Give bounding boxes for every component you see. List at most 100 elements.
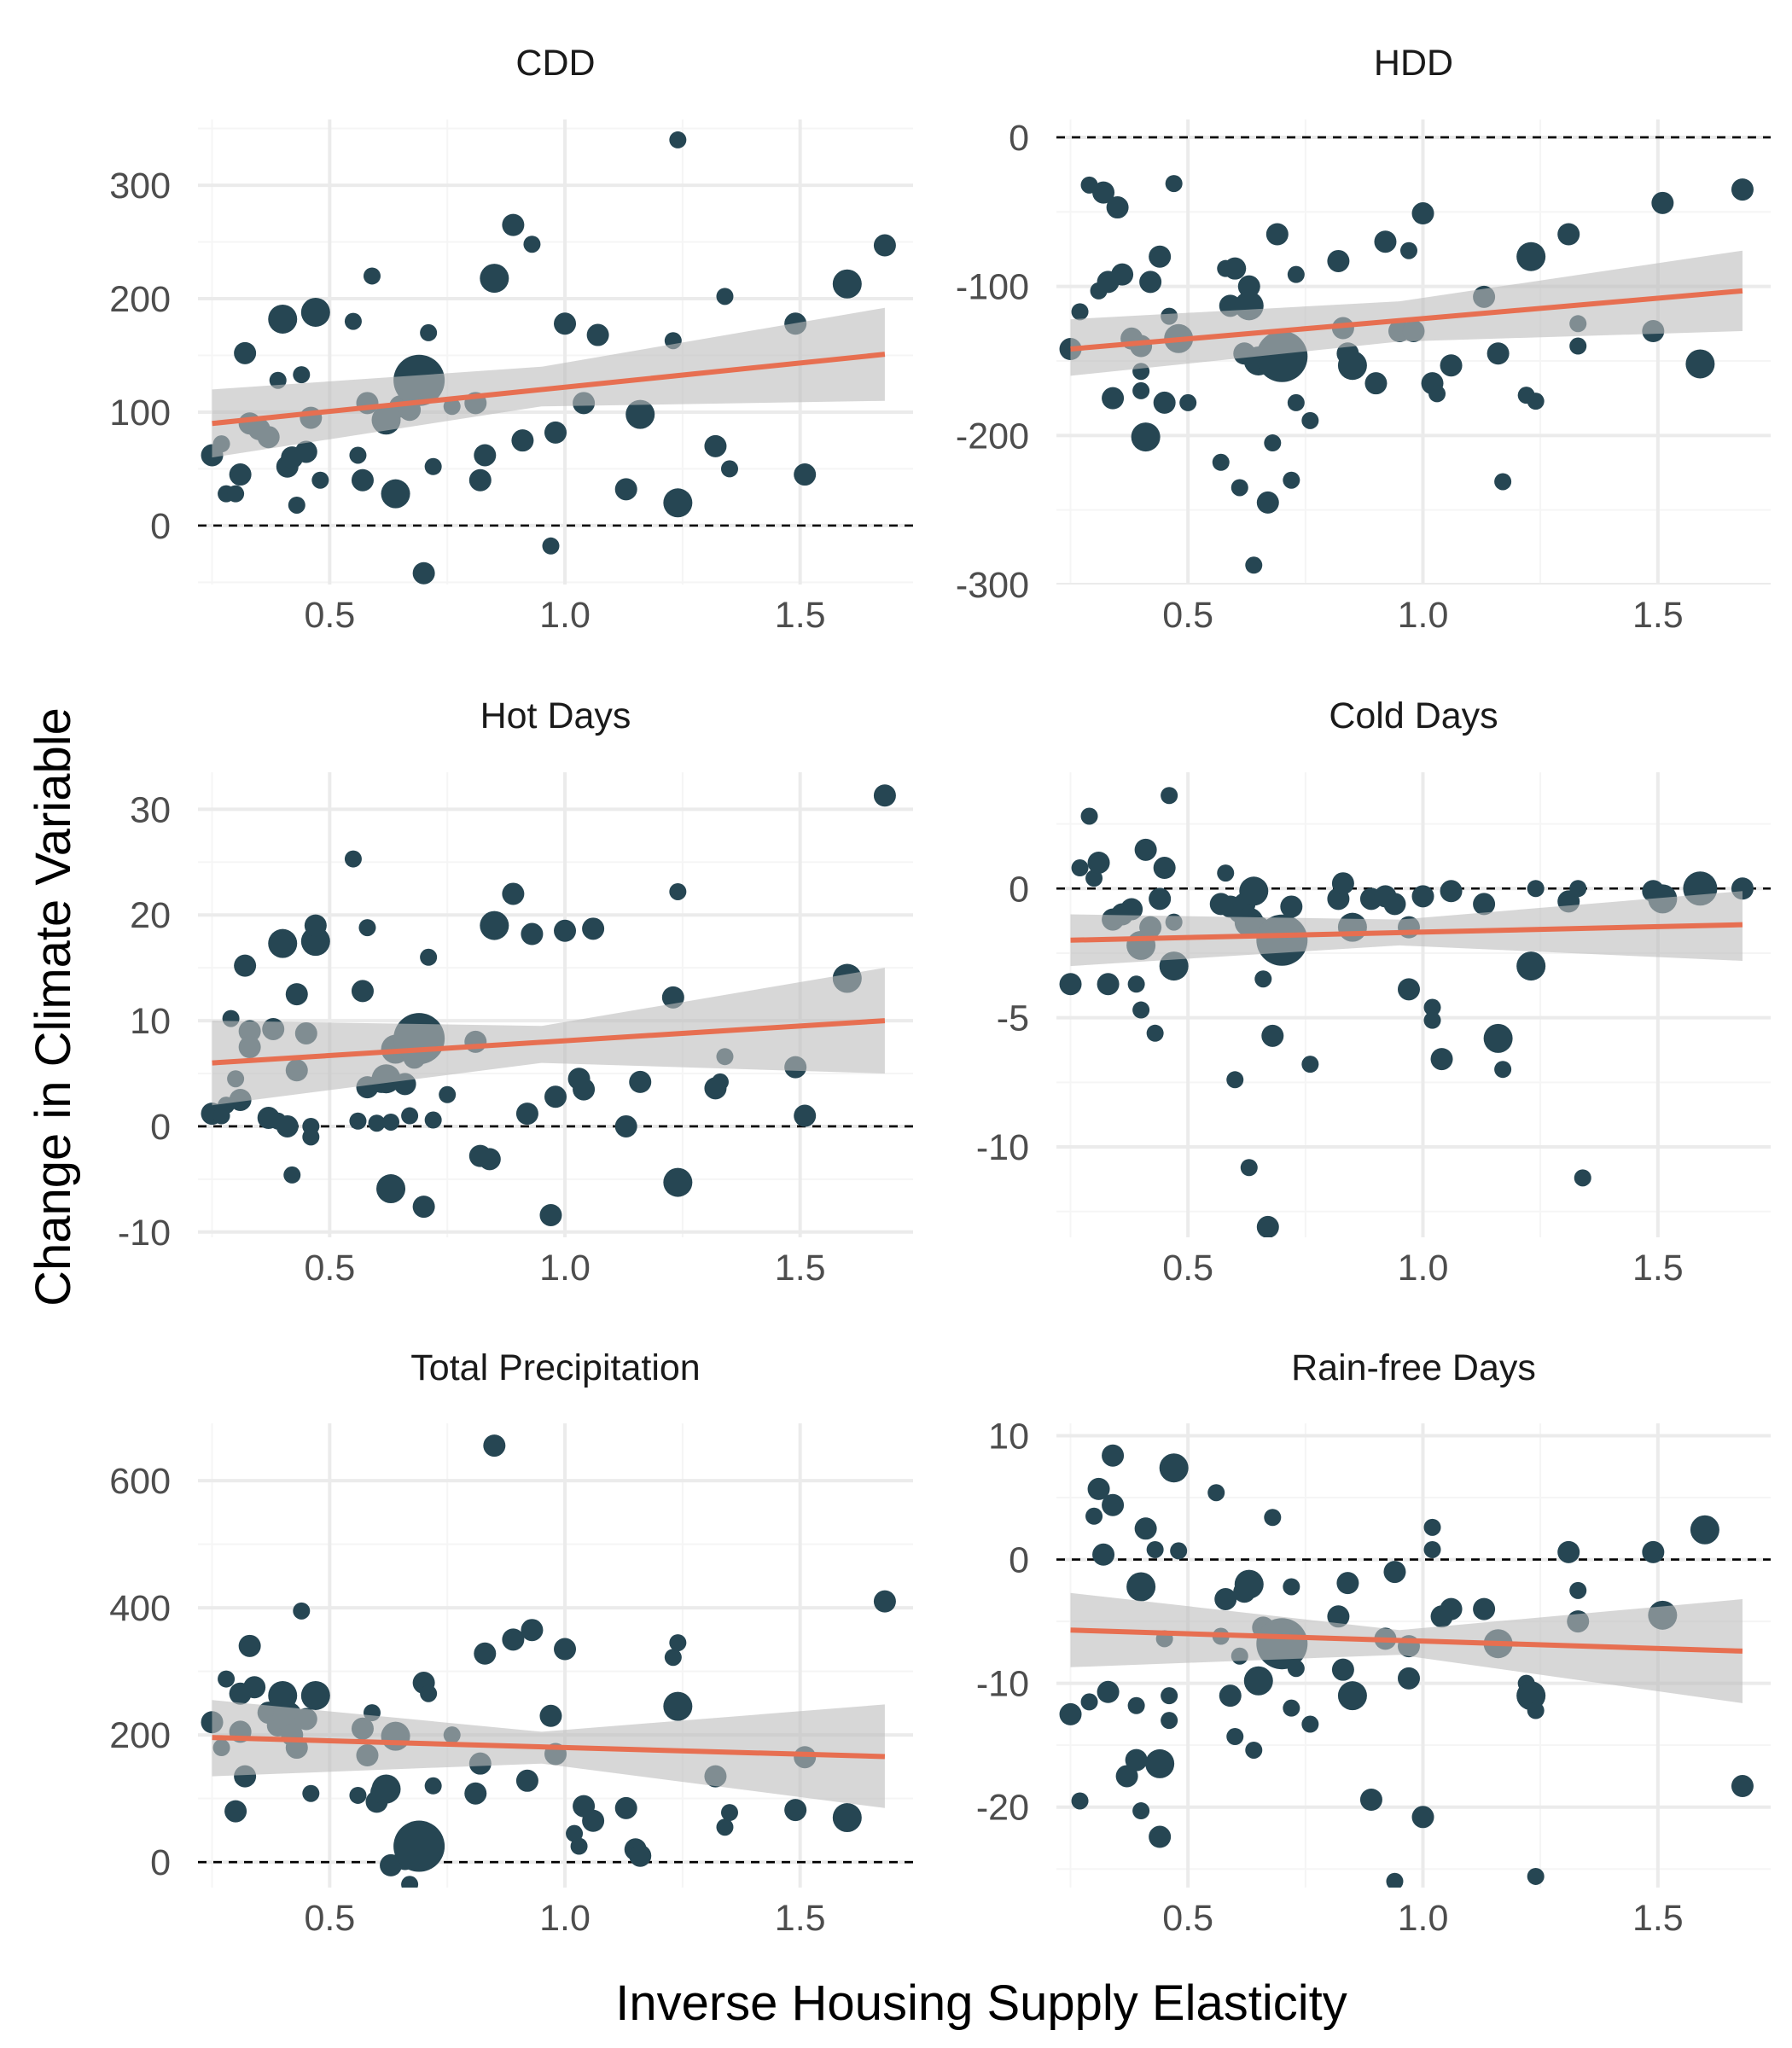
panel-4-plot-area <box>198 1423 913 1888</box>
panel-3-data-point <box>1120 898 1143 921</box>
panel-5-data-point <box>1397 1667 1420 1690</box>
panel-0-data-point <box>720 460 738 478</box>
panel-2-data-point <box>539 1203 562 1226</box>
panel-2-data-point <box>521 922 544 945</box>
panel-1-y-tick-label: -300 <box>956 565 1029 606</box>
panel-5: Rain-free Days 0.5 1.0 1.5 -20 -10 0 10 <box>976 1347 1771 1939</box>
panel-1-data-point <box>1102 387 1125 410</box>
panel-5-data-point <box>1134 1517 1157 1540</box>
panel-5-x-tick-label: 1.5 <box>1632 1898 1684 1939</box>
panel-5-data-point <box>1264 1509 1282 1527</box>
panel-1-plot-area <box>1056 119 1771 585</box>
panel-5-data-point <box>1527 1867 1545 1885</box>
panel-3-data-point <box>1483 1023 1513 1053</box>
panel-4-data-point <box>614 1796 637 1819</box>
panel-0-data-point <box>351 468 374 492</box>
panel-5-y-tick-label: -20 <box>976 1788 1029 1829</box>
panel-2-data-point <box>401 1107 419 1125</box>
panel-3-y-tick-label: -10 <box>976 1127 1029 1168</box>
panel-3-data-point <box>1473 893 1496 916</box>
panel-5-data-point <box>1386 1872 1404 1888</box>
panel-5-data-point <box>1080 1693 1098 1711</box>
panel-0-data-point <box>268 304 298 334</box>
panel-0-data-point <box>480 264 509 294</box>
panel-3-fit-line <box>1070 922 1743 943</box>
panel-0-data-point <box>229 463 252 486</box>
panel-5-data-point <box>1440 1597 1463 1620</box>
panel-5-plot-area <box>1056 1423 1771 1888</box>
panel-1-data-point <box>1139 271 1162 294</box>
panel-3-data-point <box>1153 857 1176 880</box>
panel-0-data-point <box>542 537 560 555</box>
panel-4-data-point <box>293 1602 311 1620</box>
panel-1-data-point <box>1428 385 1446 403</box>
panel-1-data-point <box>1487 342 1510 365</box>
panel-5-data-point <box>1283 1578 1300 1596</box>
panel-3-data-point <box>1087 851 1110 874</box>
panel-0-y-tick-label: 0 <box>150 506 171 547</box>
panel-4-data-point <box>401 1876 419 1888</box>
panel-4-data-point <box>218 1670 236 1688</box>
panel-5-confidence-ribbon <box>1070 1592 1743 1703</box>
panel-4-data-point <box>393 1820 445 1872</box>
panel-3-data-point <box>1226 1071 1244 1089</box>
panel-3-data-point <box>1071 859 1089 877</box>
panel-3-data-point <box>1261 1024 1284 1047</box>
panel-3-data-point <box>1331 872 1354 895</box>
panel-1-data-point <box>1374 230 1397 253</box>
panel-4-y-tick-label: 600 <box>109 1461 171 1502</box>
panel-5-data-point <box>1234 1569 1264 1599</box>
panel-0-data-point <box>625 399 655 429</box>
panel-3-data-point <box>1149 887 1172 911</box>
panel-0-title: CDD <box>515 43 595 84</box>
panel-2-data-point <box>515 1103 538 1126</box>
panel-5-data-point <box>1219 1684 1242 1708</box>
panel-4-title: Total Precipitation <box>410 1347 700 1388</box>
panel-4-data-point <box>669 1634 687 1652</box>
panel-0-data-point <box>554 312 577 335</box>
panel-5-data-point <box>1383 1561 1406 1584</box>
panel-0-data-point <box>669 131 687 148</box>
panel-0-data-point <box>704 434 727 457</box>
panel-5-data-point <box>1423 1518 1441 1536</box>
x-axis-title: Inverse Housing Supply Elasticity <box>615 1975 1347 2031</box>
panel-2-data-point <box>285 983 308 1006</box>
panel-0-data-point <box>873 234 896 257</box>
panel-4-data-point <box>570 1837 588 1855</box>
panel-1-data-point <box>1327 249 1350 272</box>
panel-5-data-point <box>1243 1666 1273 1696</box>
panel-5-data-point <box>1145 1748 1175 1778</box>
panel-0-data-point <box>523 236 541 253</box>
panel-3-x-tick-label: 0.5 <box>1162 1248 1213 1289</box>
panel-3-data-point <box>1256 1215 1279 1237</box>
panel-3-data-point <box>1080 807 1098 825</box>
panel-5-data-point <box>1161 1712 1178 1730</box>
panel-3-data-point <box>1254 970 1272 988</box>
panel-2-data-point <box>351 980 374 1003</box>
panel-5-data-point <box>1092 1543 1115 1566</box>
panel-3-data-point <box>1423 1011 1441 1029</box>
panel-2-data-point <box>663 1167 693 1197</box>
panel-4-fit-line <box>212 1735 886 1760</box>
panel-4-data-point <box>784 1799 807 1822</box>
panel-5-data-point <box>1102 1444 1125 1467</box>
panel-0-x-tick-label: 0.5 <box>304 595 355 636</box>
panel-5-data-point <box>1132 1802 1150 1820</box>
panel-5-data-point <box>1149 1825 1172 1848</box>
panel-5-data-point <box>1301 1715 1319 1733</box>
panel-5-data-point <box>1283 1699 1300 1717</box>
panel-2-data-point <box>344 850 362 868</box>
panel-1-x-tick-label: 1.5 <box>1632 595 1684 636</box>
panel-2-data-point <box>873 784 896 807</box>
panel-3-data-point <box>1239 876 1269 906</box>
panel-1-data-point <box>1245 556 1263 574</box>
panel-2-data-point <box>283 1166 301 1184</box>
panel-4-y-tick-label: 400 <box>109 1588 171 1629</box>
panel-0-data-point <box>412 561 435 585</box>
panel-5-data-point <box>1059 1702 1082 1725</box>
panel-1-data-point <box>1237 275 1260 298</box>
panel-5-data-point <box>1214 1587 1237 1610</box>
panel-2-data-point <box>349 1112 367 1130</box>
panel-0-data-point <box>344 312 362 330</box>
panel-3-data-point <box>1097 973 1120 996</box>
